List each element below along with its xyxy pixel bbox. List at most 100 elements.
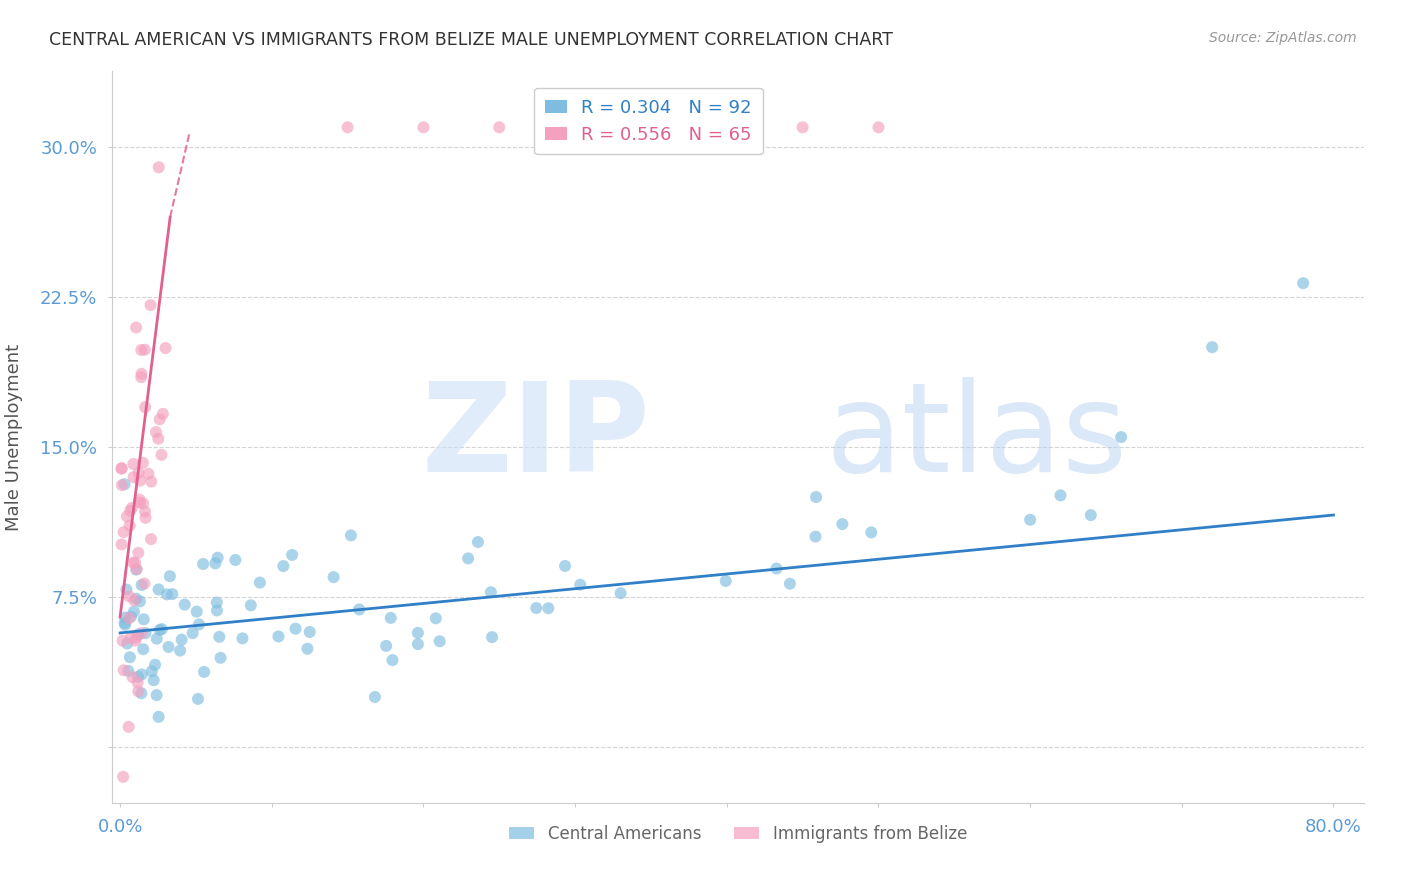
Point bbox=[138, 467, 160, 481]
Point bbox=[120, 609, 142, 624]
Point bbox=[120, 504, 142, 518]
Point bbox=[131, 667, 153, 681]
Point bbox=[685, 120, 707, 135]
Point bbox=[1019, 513, 1042, 527]
Point bbox=[208, 630, 231, 644]
Point bbox=[804, 490, 827, 504]
Point bbox=[267, 630, 290, 644]
Point bbox=[792, 120, 814, 135]
Point bbox=[114, 610, 136, 624]
Point bbox=[297, 641, 319, 656]
Point bbox=[207, 550, 229, 565]
Point bbox=[162, 587, 184, 601]
Point bbox=[569, 577, 592, 591]
Point bbox=[170, 632, 193, 647]
Point bbox=[143, 657, 166, 672]
Point bbox=[112, 525, 135, 540]
Point bbox=[173, 598, 195, 612]
Point bbox=[537, 601, 560, 615]
Text: atlas: atlas bbox=[825, 376, 1128, 498]
Point bbox=[125, 631, 148, 645]
Point bbox=[124, 633, 146, 648]
Point bbox=[336, 120, 359, 135]
Point bbox=[298, 624, 321, 639]
Point bbox=[128, 492, 150, 507]
Point bbox=[640, 120, 662, 135]
Point bbox=[122, 605, 145, 619]
Point bbox=[148, 161, 170, 175]
Point bbox=[145, 425, 167, 439]
Point bbox=[110, 537, 132, 551]
Point bbox=[1049, 488, 1071, 502]
Point bbox=[141, 665, 163, 679]
Point bbox=[284, 622, 307, 636]
Point bbox=[831, 517, 853, 532]
Point bbox=[249, 575, 271, 590]
Point bbox=[406, 625, 429, 640]
Point bbox=[131, 343, 153, 357]
Point bbox=[132, 612, 155, 626]
Point bbox=[804, 530, 827, 544]
Point bbox=[554, 558, 576, 573]
Point bbox=[564, 120, 586, 135]
Point bbox=[429, 634, 451, 648]
Point bbox=[114, 477, 136, 491]
Point bbox=[128, 466, 150, 480]
Point bbox=[121, 670, 143, 684]
Point bbox=[239, 599, 262, 613]
Point bbox=[412, 120, 434, 135]
Point bbox=[488, 120, 510, 135]
Point bbox=[779, 576, 801, 591]
Point bbox=[131, 626, 153, 640]
Point bbox=[152, 407, 174, 421]
Point bbox=[714, 574, 737, 588]
Point bbox=[111, 478, 134, 492]
Point bbox=[139, 532, 162, 546]
Point bbox=[127, 627, 149, 641]
Point bbox=[209, 650, 232, 665]
Point bbox=[118, 590, 141, 604]
Point bbox=[1080, 508, 1102, 523]
Point bbox=[115, 509, 138, 524]
Point bbox=[149, 412, 172, 426]
Point bbox=[120, 631, 142, 645]
Point bbox=[406, 637, 429, 651]
Point bbox=[193, 665, 215, 679]
Point bbox=[131, 686, 153, 700]
Point bbox=[110, 461, 132, 475]
Legend: Central Americans, Immigrants from Belize: Central Americans, Immigrants from Beliz… bbox=[502, 818, 974, 849]
Point bbox=[860, 525, 883, 540]
Point bbox=[112, 770, 135, 784]
Point bbox=[340, 528, 363, 542]
Point bbox=[134, 626, 156, 640]
Point bbox=[381, 653, 404, 667]
Text: Source: ZipAtlas.com: Source: ZipAtlas.com bbox=[1209, 31, 1357, 45]
Point bbox=[281, 548, 304, 562]
Point bbox=[467, 535, 489, 549]
Point bbox=[609, 586, 631, 600]
Point bbox=[481, 630, 503, 644]
Point bbox=[159, 569, 181, 583]
Point bbox=[122, 556, 145, 570]
Point bbox=[524, 601, 547, 615]
Point bbox=[148, 710, 170, 724]
Point bbox=[150, 448, 173, 462]
Point bbox=[156, 587, 179, 601]
Point bbox=[1292, 276, 1315, 290]
Point bbox=[118, 650, 141, 665]
Point bbox=[127, 546, 149, 560]
Point bbox=[145, 632, 167, 646]
Text: ZIP: ZIP bbox=[422, 376, 651, 498]
Point bbox=[375, 639, 398, 653]
Point bbox=[380, 611, 402, 625]
Point bbox=[322, 570, 344, 584]
Point bbox=[479, 585, 502, 599]
Point bbox=[131, 578, 153, 592]
Point bbox=[132, 497, 155, 511]
Point bbox=[129, 594, 152, 608]
Point bbox=[118, 518, 141, 533]
Point bbox=[128, 495, 150, 509]
Point bbox=[132, 642, 155, 657]
Point bbox=[155, 341, 177, 355]
Point bbox=[129, 370, 152, 384]
